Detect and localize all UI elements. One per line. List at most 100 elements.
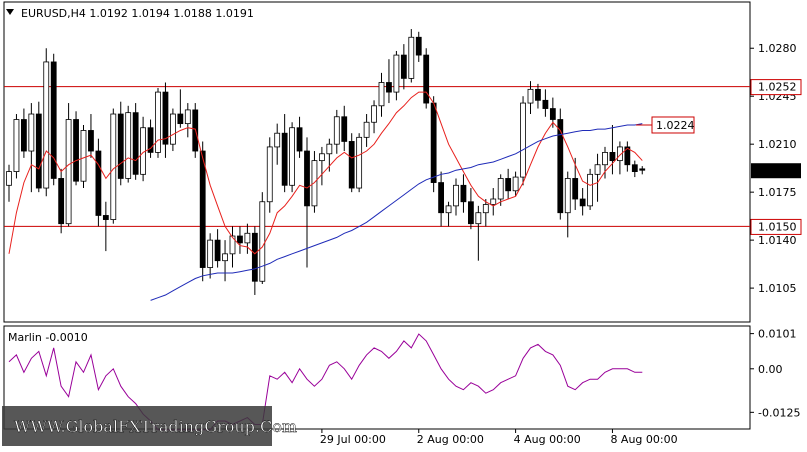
candle — [132, 103, 139, 180]
candle — [564, 171, 571, 238]
callout-box[interactable] — [651, 116, 695, 134]
candle — [356, 133, 363, 193]
candle — [20, 108, 27, 158]
candle — [594, 153, 601, 202]
candle — [624, 141, 631, 172]
candle — [348, 133, 355, 193]
candle — [587, 168, 593, 210]
candle — [43, 48, 50, 197]
candle — [199, 141, 206, 282]
candle — [617, 141, 623, 175]
upper-level-label: 1.0252 — [758, 81, 797, 94]
candle — [207, 233, 214, 279]
candle — [88, 114, 94, 158]
price-tick-label: 1.0105 — [758, 282, 797, 295]
candle — [50, 53, 57, 186]
candle — [102, 201, 109, 252]
candle — [73, 111, 79, 186]
level-lines[interactable] — [4, 86, 750, 227]
marlin-line — [8, 333, 643, 431]
candle — [505, 168, 512, 200]
candle — [147, 119, 154, 158]
candle — [520, 96, 526, 186]
candle — [609, 124, 616, 175]
candle — [162, 82, 169, 158]
candle — [95, 138, 102, 227]
time-tick-label: 2 Aug 00:00 — [417, 433, 484, 446]
indicator-tick-label: -0.0125 — [758, 406, 800, 419]
candle — [281, 114, 288, 193]
current-price-label: 1.0191 — [758, 164, 797, 177]
candle — [557, 108, 564, 220]
candle — [445, 201, 452, 227]
candle — [80, 124, 87, 189]
indicator-title: Marlin -0.0010 — [8, 331, 88, 344]
candle — [386, 59, 392, 104]
candles-layer — [6, 29, 646, 295]
candle — [125, 105, 132, 183]
candle — [631, 160, 638, 178]
candle — [378, 72, 385, 117]
candle — [467, 188, 474, 230]
candle — [542, 89, 549, 117]
candle — [274, 123, 281, 165]
candle — [393, 50, 400, 101]
candle — [289, 122, 296, 193]
candle — [117, 101, 124, 186]
triangle-down-icon[interactable] — [6, 9, 14, 15]
candle — [266, 137, 273, 213]
candle — [460, 174, 467, 213]
symbol-header: EURUSD,H4 1.0192 1.0194 1.0188 1.0191 — [21, 7, 254, 20]
candle — [244, 223, 251, 254]
candle — [438, 171, 445, 227]
price-tick-label: 1.0140 — [758, 234, 797, 247]
candle — [400, 44, 407, 90]
moving-averages — [8, 91, 643, 301]
candle — [214, 229, 221, 268]
slow-ma-line — [150, 123, 643, 301]
current-price-tag — [751, 163, 801, 179]
candle — [535, 83, 541, 109]
candle — [415, 31, 422, 62]
candle — [222, 240, 228, 282]
candle — [169, 108, 176, 152]
candle — [318, 146, 325, 186]
candle — [13, 114, 20, 179]
candle — [229, 226, 236, 268]
candle — [423, 48, 430, 109]
watermark-backdrop — [2, 406, 272, 446]
candle — [341, 105, 348, 152]
candle — [527, 81, 534, 115]
price-tick-label: 1.0175 — [758, 186, 797, 199]
lower-level-tag — [750, 218, 802, 235]
candle — [58, 168, 65, 234]
level-labels: 1.0252 1.0150 1.0191 — [750, 79, 802, 235]
candle — [296, 116, 303, 158]
candle — [512, 171, 519, 197]
candle — [110, 108, 117, 224]
candle — [304, 137, 310, 268]
candle — [251, 226, 258, 295]
candle — [237, 226, 243, 254]
candle — [363, 114, 370, 147]
candle — [475, 205, 482, 261]
indicator-tick-label: 0.0101 — [758, 328, 797, 341]
candle — [6, 164, 12, 202]
indicator-tick-label: 0.00 — [758, 363, 783, 376]
fast-ma-line — [8, 91, 643, 255]
candle — [408, 29, 415, 83]
time-axis: 29 Jul 00:00 2 Aug 00:00 4 Aug 00:00 8 Aug … — [320, 429, 678, 446]
candle — [35, 101, 42, 193]
candle — [490, 188, 497, 216]
candle — [579, 188, 586, 216]
watermark: WWW.GlobalFXTradingGroup.Com — [14, 417, 297, 436]
candle — [482, 199, 489, 227]
candle — [572, 157, 579, 210]
marlin-series — [8, 333, 643, 431]
candle — [28, 103, 35, 193]
candle — [184, 103, 191, 138]
price-tick-label: 1.0210 — [758, 138, 797, 151]
time-tick-label: 8 Aug 00:00 — [610, 433, 677, 446]
